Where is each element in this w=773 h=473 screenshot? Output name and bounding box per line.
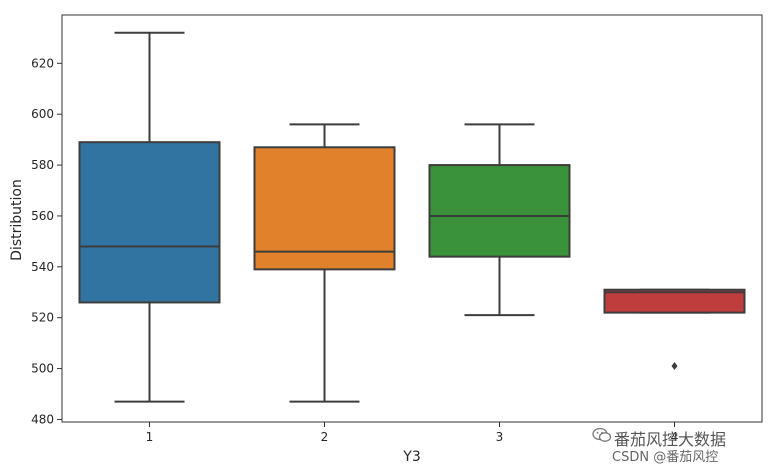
watermark-title: 番茄风控大数据 [614, 430, 727, 449]
y-tick-label-500: 500 [31, 362, 54, 376]
x-tick-label-4: 4 [671, 430, 679, 444]
box-group-4 [603, 288, 746, 371]
box-3 [428, 164, 571, 258]
box-group-2 [253, 123, 396, 403]
x-tick-label-1: 1 [146, 430, 154, 444]
box-4 [603, 288, 746, 314]
box-2 [253, 146, 396, 271]
y-axis: 480 500 520 540 560 580 600 620 [31, 56, 62, 426]
wechat-icon [592, 427, 612, 442]
boxes [78, 31, 746, 403]
outlier-4-0 [671, 362, 678, 371]
watermark-source: CSDN @番茄风控 [612, 450, 719, 465]
y-tick-label-580: 580 [31, 158, 54, 172]
x-tick-label-3: 3 [496, 430, 504, 444]
watermark: 番茄风控大数据 CSDN @番茄风控 [592, 424, 767, 468]
y-tick-label-560: 560 [31, 209, 54, 223]
box-group-3 [428, 123, 571, 317]
y-tick-label-520: 520 [31, 311, 54, 325]
box-group-1 [78, 31, 221, 403]
box-1 [78, 141, 221, 304]
x-axis: 1 2 3 4 [146, 422, 679, 444]
y-axis-title: Distribution [9, 179, 25, 261]
y-tick-label-540: 540 [31, 260, 54, 274]
y-tick-label-600: 600 [31, 107, 54, 121]
x-axis-title: Y3 [402, 449, 420, 465]
y-tick-label-480: 480 [31, 412, 54, 426]
x-tick-label-2: 2 [321, 430, 329, 444]
y-tick-label-620: 620 [31, 56, 54, 70]
